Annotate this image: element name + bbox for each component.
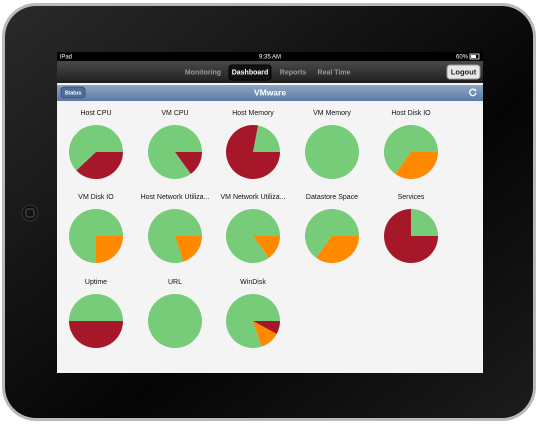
pie-slice bbox=[69, 294, 123, 321]
nav-bar bbox=[57, 85, 483, 101]
clock: 9:35 AM bbox=[259, 55, 281, 61]
battery-fill bbox=[471, 55, 476, 58]
pie-slice bbox=[253, 321, 280, 335]
pie-slice bbox=[411, 209, 438, 236]
tab[interactable]: Reports bbox=[280, 69, 307, 76]
pie-slice bbox=[148, 208, 202, 263]
pie-slice bbox=[226, 125, 280, 180]
pie-slice bbox=[384, 209, 438, 263]
pie-label: Host Network Utiliza... bbox=[141, 194, 210, 201]
nav-title: VMware bbox=[254, 87, 286, 97]
pie-slice bbox=[305, 125, 359, 179]
battery-icon bbox=[469, 53, 480, 60]
pie-slice bbox=[253, 236, 280, 258]
pie-slice bbox=[316, 236, 359, 263]
pie-label: VM Disk IO bbox=[78, 194, 114, 201]
pie-slice bbox=[148, 294, 202, 348]
tab[interactable]: Dashboard bbox=[232, 69, 269, 76]
pie-slice bbox=[175, 152, 202, 174]
carrier: iPad bbox=[60, 55, 72, 61]
pie-label: Services bbox=[398, 194, 425, 201]
pie-label: Host CPU bbox=[80, 110, 111, 117]
pie-slice bbox=[395, 152, 438, 180]
pie-label: Host Disk IO bbox=[391, 110, 431, 117]
home-icon bbox=[25, 208, 35, 218]
tab[interactable]: Monitoring bbox=[185, 69, 221, 76]
status-bar bbox=[57, 52, 483, 61]
logout-label: Logout bbox=[451, 67, 477, 76]
pie-slice bbox=[175, 236, 202, 262]
pie-label: URL bbox=[168, 279, 182, 286]
pie-label: VM Memory bbox=[313, 110, 351, 117]
refresh-arrow bbox=[473, 89, 477, 92]
pie-label: WinDisk bbox=[240, 279, 266, 286]
back-button[interactable] bbox=[60, 86, 86, 99]
pie-slice bbox=[148, 125, 202, 180]
logout-button[interactable] bbox=[446, 64, 481, 80]
tab-selected bbox=[228, 64, 272, 81]
battery-level: 60% bbox=[456, 55, 469, 61]
pie-slice bbox=[384, 125, 438, 174]
pie-label: Uptime bbox=[85, 279, 107, 286]
pie-slice bbox=[69, 321, 123, 348]
pie-slice bbox=[69, 125, 123, 171]
pie-slice bbox=[226, 208, 280, 263]
pie-slice bbox=[76, 152, 123, 180]
tab[interactable]: Real Time bbox=[318, 69, 351, 76]
pie-slice bbox=[253, 125, 280, 152]
pie-slice bbox=[253, 321, 277, 347]
refresh-icon[interactable] bbox=[469, 88, 477, 97]
pie-slice bbox=[96, 236, 123, 263]
pie-label: VM CPU bbox=[161, 110, 188, 117]
pie-label: VM Network Utiliza... bbox=[221, 194, 286, 201]
back-label: Status bbox=[65, 90, 82, 96]
pie-label: Host Memory bbox=[232, 110, 274, 117]
pie-slice bbox=[305, 208, 359, 258]
pie-label: Datastore Space bbox=[306, 194, 358, 201]
home-button[interactable] bbox=[21, 204, 39, 222]
